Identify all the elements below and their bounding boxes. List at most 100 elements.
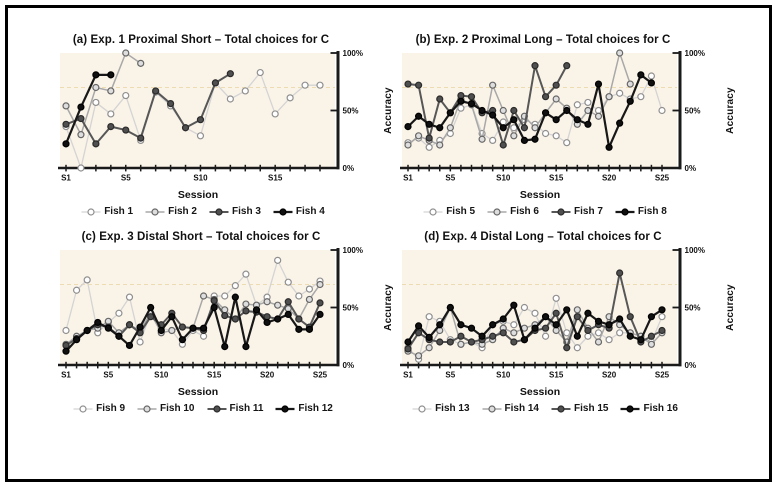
data-point — [115, 309, 123, 317]
data-point — [573, 306, 581, 314]
legend-label: Fish 5 — [446, 206, 476, 217]
legend-item-fish-9: Fish 9 — [73, 403, 125, 414]
series-line — [407, 52, 631, 146]
data-point — [414, 329, 423, 337]
data-point — [316, 299, 324, 307]
data-point — [457, 332, 465, 340]
series-fish-8 — [404, 71, 656, 151]
legend-dot — [557, 207, 565, 216]
legend-marker-fish-15 — [551, 404, 571, 413]
data-point — [467, 324, 476, 332]
data-point — [563, 106, 571, 115]
data-point — [552, 116, 560, 124]
data-point — [541, 109, 550, 117]
x-tick-label: S5 — [445, 371, 455, 380]
data-point — [520, 124, 529, 132]
panel-exp3-distal-short: (c) Exp. 3 Distal Short – Total choices … — [58, 231, 398, 414]
data-point — [125, 341, 134, 350]
data-point — [510, 321, 518, 329]
data-point — [616, 315, 624, 323]
data-point — [92, 98, 100, 107]
y-axis-title: Accuracy — [725, 87, 736, 134]
data-point — [196, 116, 205, 124]
data-point — [541, 324, 550, 332]
data-point — [510, 338, 518, 346]
data-point — [115, 332, 123, 340]
legend-dot — [151, 207, 159, 216]
data-point — [499, 141, 507, 149]
legend-label: Fish 13 — [435, 403, 470, 414]
data-point — [457, 340, 465, 348]
data-point — [104, 317, 112, 325]
data-point — [647, 79, 656, 87]
legend-marker-fish-4 — [273, 207, 293, 216]
legend-item-fish-12: Fish 12 — [275, 403, 333, 414]
data-point — [295, 292, 303, 300]
data-point — [404, 141, 412, 149]
legend-dot — [87, 207, 95, 216]
chart-title: (d) Exp. 4 Distal Long – Total choices f… — [424, 231, 662, 243]
legend-label: Fish 4 — [295, 206, 325, 217]
data-point — [77, 114, 85, 123]
data-point — [122, 49, 130, 57]
data-point — [316, 81, 324, 89]
data-point — [168, 313, 176, 321]
legend-exp2: Fish 5 Fish 6 Fish 7 Fish 8 — [400, 206, 690, 217]
data-point — [62, 120, 70, 128]
data-point — [584, 98, 592, 107]
data-point — [563, 62, 571, 70]
data-point — [231, 282, 239, 290]
legend-marker-fish-16 — [620, 404, 640, 413]
data-point — [552, 294, 560, 302]
charts-grid: (a) Exp. 1 Proximal Short – Total choice… — [8, 8, 769, 414]
legend-marker-fish-9 — [73, 404, 93, 413]
data-point — [658, 313, 666, 321]
legend-label: Fish 7 — [574, 206, 603, 217]
legend-marker-fish-1 — [81, 207, 101, 216]
data-point — [425, 120, 433, 128]
data-point — [489, 332, 497, 340]
data-point — [136, 338, 144, 346]
data-point — [531, 135, 539, 143]
chart-exp3-plot: S1 S5 S10 S15 S20 S25 0% 50% 100% Accuracy — [58, 246, 394, 380]
series-line — [64, 73, 112, 145]
data-point — [510, 132, 518, 140]
data-point — [552, 321, 560, 329]
data-point — [594, 112, 603, 120]
series-line — [65, 72, 232, 145]
legend-item-fish-7: Fish 7 — [551, 206, 603, 217]
data-point — [541, 313, 550, 321]
legend-label: Fish 2 — [168, 206, 197, 217]
data-point — [531, 62, 539, 70]
y-axis-title: Accuracy — [383, 284, 394, 331]
data-point — [478, 332, 486, 340]
data-point — [436, 338, 444, 346]
data-point — [637, 71, 645, 79]
data-point — [647, 332, 656, 340]
y-tick-label: 0% — [685, 164, 697, 173]
legend-exp3: Fish 9 Fish 10 Fish 11 Fish 12 — [58, 403, 348, 414]
data-point — [196, 132, 205, 140]
data-point — [457, 321, 465, 329]
data-point — [573, 332, 581, 340]
legend-dot — [487, 404, 496, 413]
x-tick-label: S20 — [260, 371, 275, 380]
panel-exp4-distal-long: (d) Exp. 4 Distal Long – Total choices f… — [400, 231, 740, 414]
data-point — [658, 326, 666, 335]
data-point — [616, 119, 624, 127]
data-point — [626, 80, 634, 88]
data-point — [305, 325, 314, 333]
x-axis-title: Session — [177, 386, 219, 398]
data-point — [584, 332, 592, 340]
legend-item-fish-16: Fish 16 — [620, 403, 678, 414]
data-point — [274, 256, 282, 264]
data-point — [301, 81, 309, 89]
legend-exp4: Fish 13 Fish 14 Fish 15 Fish 16 — [400, 403, 690, 414]
data-point — [510, 329, 518, 337]
data-point — [531, 309, 539, 317]
data-point — [541, 332, 550, 340]
data-point — [137, 59, 145, 67]
data-point — [626, 313, 634, 321]
x-tick-label: S1 — [61, 174, 71, 183]
legend-label: Fish 14 — [504, 403, 539, 414]
